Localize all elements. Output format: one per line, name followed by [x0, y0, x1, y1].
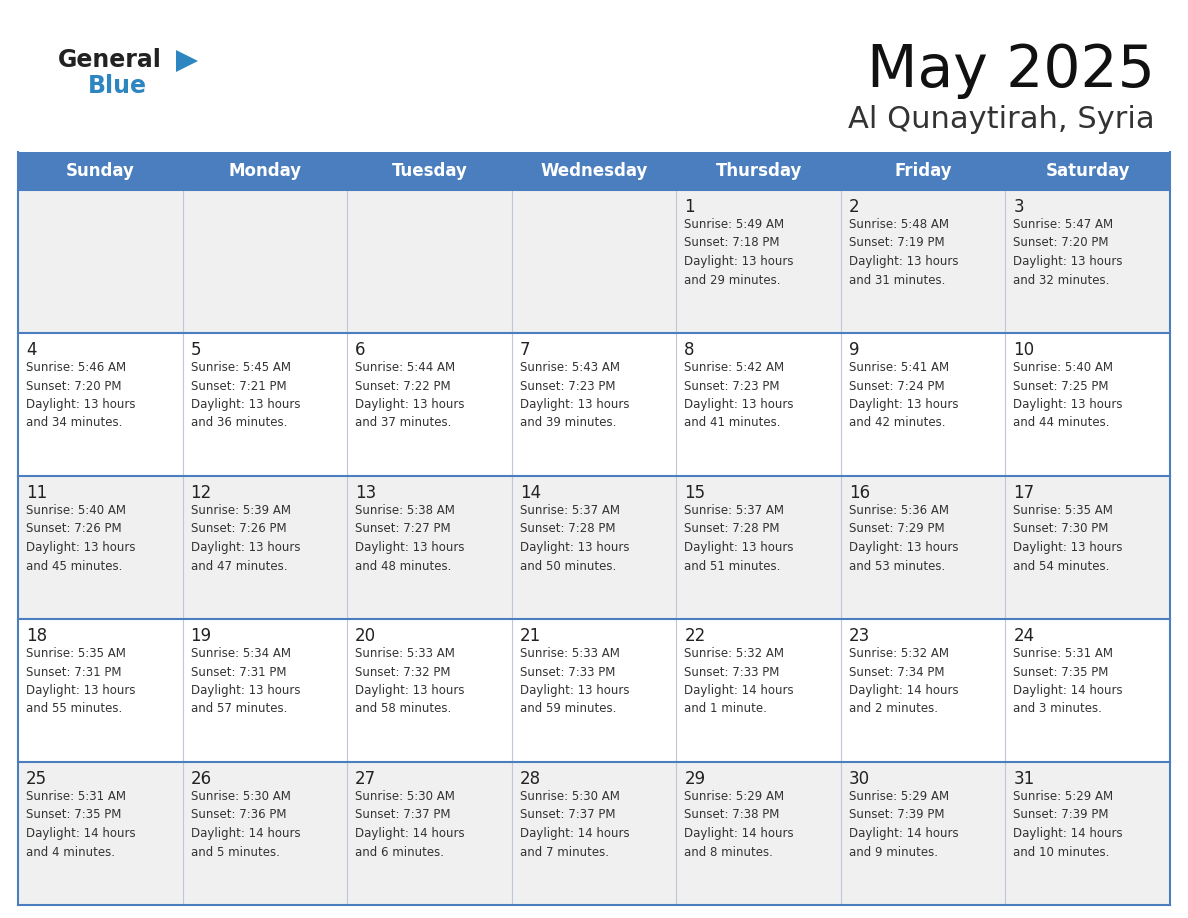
- Text: Sunrise: 5:37 AM
Sunset: 7:28 PM
Daylight: 13 hours
and 50 minutes.: Sunrise: 5:37 AM Sunset: 7:28 PM Dayligh…: [519, 504, 630, 573]
- Text: Sunrise: 5:32 AM
Sunset: 7:34 PM
Daylight: 14 hours
and 2 minutes.: Sunrise: 5:32 AM Sunset: 7:34 PM Dayligh…: [849, 647, 959, 715]
- Text: 28: 28: [519, 770, 541, 788]
- Text: Sunrise: 5:40 AM
Sunset: 7:25 PM
Daylight: 13 hours
and 44 minutes.: Sunrise: 5:40 AM Sunset: 7:25 PM Dayligh…: [1013, 361, 1123, 430]
- Text: Monday: Monday: [228, 162, 302, 180]
- Text: Sunrise: 5:30 AM
Sunset: 7:36 PM
Daylight: 14 hours
and 5 minutes.: Sunrise: 5:30 AM Sunset: 7:36 PM Dayligh…: [190, 790, 301, 858]
- Text: Sunrise: 5:29 AM
Sunset: 7:39 PM
Daylight: 14 hours
and 10 minutes.: Sunrise: 5:29 AM Sunset: 7:39 PM Dayligh…: [1013, 790, 1123, 858]
- Text: Blue: Blue: [88, 74, 147, 98]
- FancyBboxPatch shape: [18, 152, 1170, 190]
- Text: Sunrise: 5:44 AM
Sunset: 7:22 PM
Daylight: 13 hours
and 37 minutes.: Sunrise: 5:44 AM Sunset: 7:22 PM Dayligh…: [355, 361, 465, 430]
- Text: Tuesday: Tuesday: [392, 162, 467, 180]
- Text: 14: 14: [519, 484, 541, 502]
- FancyBboxPatch shape: [18, 190, 1170, 333]
- Text: Sunrise: 5:37 AM
Sunset: 7:28 PM
Daylight: 13 hours
and 51 minutes.: Sunrise: 5:37 AM Sunset: 7:28 PM Dayligh…: [684, 504, 794, 573]
- Text: 16: 16: [849, 484, 870, 502]
- Text: 5: 5: [190, 341, 201, 359]
- Text: 31: 31: [1013, 770, 1035, 788]
- Text: 6: 6: [355, 341, 366, 359]
- Text: 1: 1: [684, 198, 695, 216]
- Text: Sunrise: 5:29 AM
Sunset: 7:39 PM
Daylight: 14 hours
and 9 minutes.: Sunrise: 5:29 AM Sunset: 7:39 PM Dayligh…: [849, 790, 959, 858]
- Text: 2: 2: [849, 198, 859, 216]
- Text: 22: 22: [684, 627, 706, 645]
- Text: Sunrise: 5:35 AM
Sunset: 7:31 PM
Daylight: 13 hours
and 55 minutes.: Sunrise: 5:35 AM Sunset: 7:31 PM Dayligh…: [26, 647, 135, 715]
- Text: Wednesday: Wednesday: [541, 162, 647, 180]
- FancyBboxPatch shape: [18, 333, 1170, 476]
- Text: Sunrise: 5:33 AM
Sunset: 7:33 PM
Daylight: 13 hours
and 59 minutes.: Sunrise: 5:33 AM Sunset: 7:33 PM Dayligh…: [519, 647, 630, 715]
- Text: 29: 29: [684, 770, 706, 788]
- Text: Sunday: Sunday: [65, 162, 134, 180]
- Text: Sunrise: 5:31 AM
Sunset: 7:35 PM
Daylight: 14 hours
and 3 minutes.: Sunrise: 5:31 AM Sunset: 7:35 PM Dayligh…: [1013, 647, 1123, 715]
- Text: 10: 10: [1013, 341, 1035, 359]
- Text: 11: 11: [26, 484, 48, 502]
- Text: 19: 19: [190, 627, 211, 645]
- Text: Sunrise: 5:47 AM
Sunset: 7:20 PM
Daylight: 13 hours
and 32 minutes.: Sunrise: 5:47 AM Sunset: 7:20 PM Dayligh…: [1013, 218, 1123, 286]
- Text: Sunrise: 5:40 AM
Sunset: 7:26 PM
Daylight: 13 hours
and 45 minutes.: Sunrise: 5:40 AM Sunset: 7:26 PM Dayligh…: [26, 504, 135, 573]
- Text: Friday: Friday: [895, 162, 952, 180]
- Text: Sunrise: 5:32 AM
Sunset: 7:33 PM
Daylight: 14 hours
and 1 minute.: Sunrise: 5:32 AM Sunset: 7:33 PM Dayligh…: [684, 647, 794, 715]
- Text: 15: 15: [684, 484, 706, 502]
- FancyBboxPatch shape: [18, 619, 1170, 762]
- Text: Sunrise: 5:39 AM
Sunset: 7:26 PM
Daylight: 13 hours
and 47 minutes.: Sunrise: 5:39 AM Sunset: 7:26 PM Dayligh…: [190, 504, 301, 573]
- Text: Sunrise: 5:34 AM
Sunset: 7:31 PM
Daylight: 13 hours
and 57 minutes.: Sunrise: 5:34 AM Sunset: 7:31 PM Dayligh…: [190, 647, 301, 715]
- Text: May 2025: May 2025: [867, 42, 1155, 99]
- Text: Sunrise: 5:41 AM
Sunset: 7:24 PM
Daylight: 13 hours
and 42 minutes.: Sunrise: 5:41 AM Sunset: 7:24 PM Dayligh…: [849, 361, 959, 430]
- Text: 18: 18: [26, 627, 48, 645]
- Text: Thursday: Thursday: [715, 162, 802, 180]
- Text: 20: 20: [355, 627, 377, 645]
- Text: 9: 9: [849, 341, 859, 359]
- Text: Sunrise: 5:35 AM
Sunset: 7:30 PM
Daylight: 13 hours
and 54 minutes.: Sunrise: 5:35 AM Sunset: 7:30 PM Dayligh…: [1013, 504, 1123, 573]
- Text: Sunrise: 5:43 AM
Sunset: 7:23 PM
Daylight: 13 hours
and 39 minutes.: Sunrise: 5:43 AM Sunset: 7:23 PM Dayligh…: [519, 361, 630, 430]
- Text: 26: 26: [190, 770, 211, 788]
- Text: 21: 21: [519, 627, 541, 645]
- Text: 13: 13: [355, 484, 377, 502]
- Text: Saturday: Saturday: [1045, 162, 1130, 180]
- Text: Sunrise: 5:29 AM
Sunset: 7:38 PM
Daylight: 14 hours
and 8 minutes.: Sunrise: 5:29 AM Sunset: 7:38 PM Dayligh…: [684, 790, 794, 858]
- Text: 3: 3: [1013, 198, 1024, 216]
- Text: Sunrise: 5:38 AM
Sunset: 7:27 PM
Daylight: 13 hours
and 48 minutes.: Sunrise: 5:38 AM Sunset: 7:27 PM Dayligh…: [355, 504, 465, 573]
- Text: Sunrise: 5:30 AM
Sunset: 7:37 PM
Daylight: 14 hours
and 7 minutes.: Sunrise: 5:30 AM Sunset: 7:37 PM Dayligh…: [519, 790, 630, 858]
- Text: 4: 4: [26, 341, 37, 359]
- Text: Sunrise: 5:45 AM
Sunset: 7:21 PM
Daylight: 13 hours
and 36 minutes.: Sunrise: 5:45 AM Sunset: 7:21 PM Dayligh…: [190, 361, 301, 430]
- Text: Al Qunaytirah, Syria: Al Qunaytirah, Syria: [848, 105, 1155, 134]
- Text: Sunrise: 5:36 AM
Sunset: 7:29 PM
Daylight: 13 hours
and 53 minutes.: Sunrise: 5:36 AM Sunset: 7:29 PM Dayligh…: [849, 504, 959, 573]
- Text: 23: 23: [849, 627, 870, 645]
- Text: Sunrise: 5:49 AM
Sunset: 7:18 PM
Daylight: 13 hours
and 29 minutes.: Sunrise: 5:49 AM Sunset: 7:18 PM Dayligh…: [684, 218, 794, 286]
- Text: 7: 7: [519, 341, 530, 359]
- FancyBboxPatch shape: [18, 476, 1170, 619]
- Text: Sunrise: 5:31 AM
Sunset: 7:35 PM
Daylight: 14 hours
and 4 minutes.: Sunrise: 5:31 AM Sunset: 7:35 PM Dayligh…: [26, 790, 135, 858]
- Text: 30: 30: [849, 770, 870, 788]
- Text: General: General: [58, 48, 162, 72]
- Text: Sunrise: 5:46 AM
Sunset: 7:20 PM
Daylight: 13 hours
and 34 minutes.: Sunrise: 5:46 AM Sunset: 7:20 PM Dayligh…: [26, 361, 135, 430]
- Text: 27: 27: [355, 770, 377, 788]
- Text: Sunrise: 5:33 AM
Sunset: 7:32 PM
Daylight: 13 hours
and 58 minutes.: Sunrise: 5:33 AM Sunset: 7:32 PM Dayligh…: [355, 647, 465, 715]
- Text: 17: 17: [1013, 484, 1035, 502]
- Text: 12: 12: [190, 484, 211, 502]
- FancyBboxPatch shape: [18, 762, 1170, 905]
- Text: Sunrise: 5:48 AM
Sunset: 7:19 PM
Daylight: 13 hours
and 31 minutes.: Sunrise: 5:48 AM Sunset: 7:19 PM Dayligh…: [849, 218, 959, 286]
- Polygon shape: [176, 50, 198, 72]
- Text: Sunrise: 5:30 AM
Sunset: 7:37 PM
Daylight: 14 hours
and 6 minutes.: Sunrise: 5:30 AM Sunset: 7:37 PM Dayligh…: [355, 790, 465, 858]
- Text: 24: 24: [1013, 627, 1035, 645]
- Text: Sunrise: 5:42 AM
Sunset: 7:23 PM
Daylight: 13 hours
and 41 minutes.: Sunrise: 5:42 AM Sunset: 7:23 PM Dayligh…: [684, 361, 794, 430]
- Text: 8: 8: [684, 341, 695, 359]
- Text: 25: 25: [26, 770, 48, 788]
